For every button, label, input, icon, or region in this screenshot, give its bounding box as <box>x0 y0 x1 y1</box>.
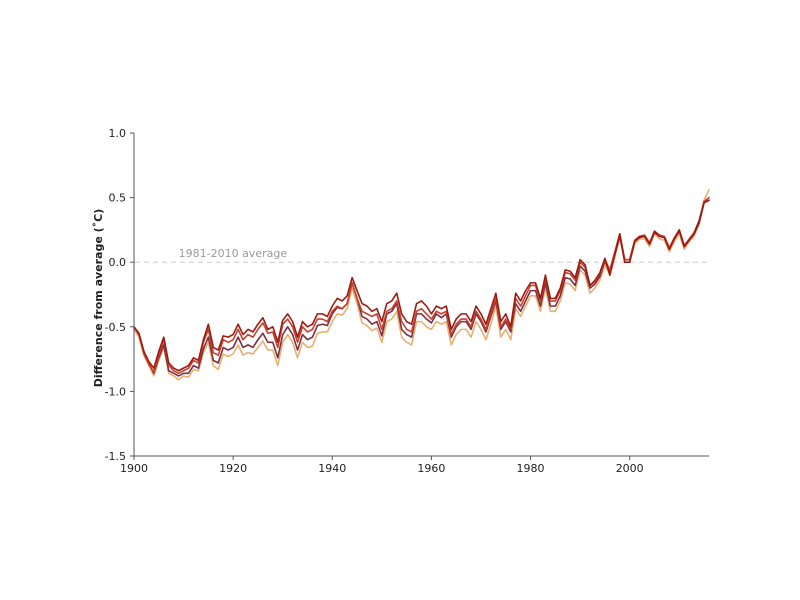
x-tick-label: 2000 <box>616 462 644 475</box>
y-tick-label: -0.5 <box>105 321 126 334</box>
x-tick-label: 1960 <box>417 462 445 475</box>
y-axis-title: Difference from average (˚C) <box>92 209 105 388</box>
y-tick-label: -1.5 <box>105 450 126 463</box>
x-tick-label: 1900 <box>120 462 148 475</box>
x-tick-label: 1920 <box>219 462 247 475</box>
series-line-4 <box>133 199 710 372</box>
y-tick-label: 0.0 <box>109 256 127 269</box>
y-axis-ticks: -1.5 -1.0 -0.5 0.0 0.5 1.0 <box>105 127 134 463</box>
x-tick-label: 1980 <box>517 462 545 475</box>
series-layer <box>133 189 710 381</box>
y-tick-label: 0.5 <box>109 192 127 205</box>
y-tick-label: -1.0 <box>105 385 126 398</box>
x-axis-ticks: 1900 1920 1940 1960 1980 2000 <box>120 456 644 475</box>
series-line-3 <box>133 196 710 375</box>
reference-line-label: 1981-2010 average <box>179 247 288 260</box>
y-tick-label: 1.0 <box>109 127 127 140</box>
x-tick-label: 1940 <box>318 462 346 475</box>
